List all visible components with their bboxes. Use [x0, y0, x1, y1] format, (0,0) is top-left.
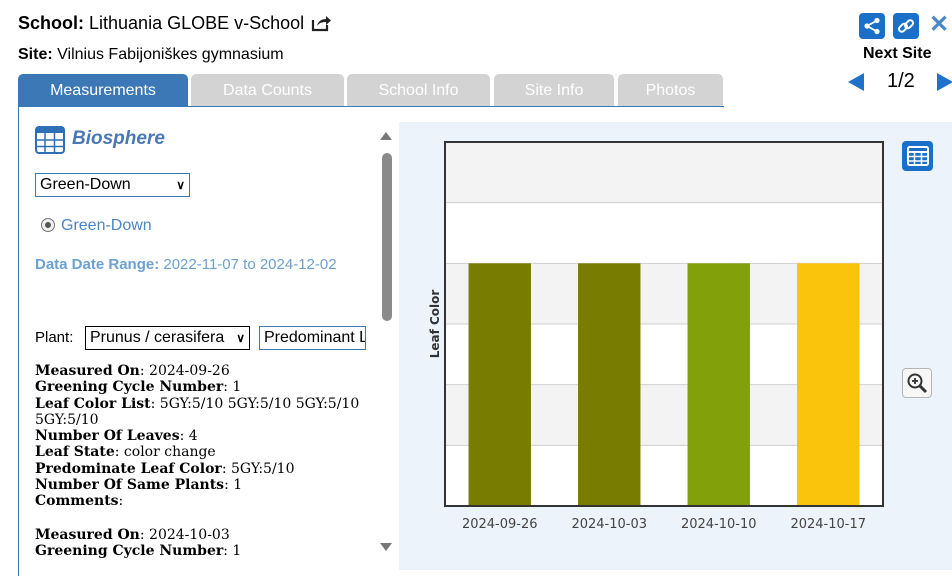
leaf-attribute-select[interactable]: Predominant Leaf Color∨	[259, 326, 366, 350]
x-tick-label: 2024-10-17	[790, 517, 866, 532]
table-view-button[interactable]	[902, 141, 933, 171]
measurement-field-key: Comments	[35, 493, 119, 510]
site-label: Site:	[18, 46, 53, 63]
measurement-field-value: 2024-10-03	[149, 527, 230, 543]
measurement-field-value: color change	[123, 444, 216, 461]
measurement-record: Measured On: 2024-10-03 Greening Cycle Nu…	[35, 527, 380, 560]
measurement-field: Leaf State: color change	[35, 444, 216, 461]
school-line: School: Lithuania GLOBE v-School	[18, 13, 332, 37]
leaf-select-value: Predominant Leaf Color	[264, 329, 365, 346]
chevron-down-icon: ∨	[236, 331, 245, 345]
site-line: Site: Vilnius Fabijoniškes gymnasium	[18, 46, 284, 64]
school-label: School:	[18, 13, 84, 33]
plant-label: Plant:	[35, 329, 74, 346]
measurement-field: Greening Cycle Number: 1	[35, 379, 242, 396]
measurement-field: Leaf Color List: 5GY:5/10 5GY:5/10 5GY:5…	[35, 395, 360, 428]
measurement-field-key: Greening Cycle Number	[35, 543, 224, 560]
radio-label[interactable]: Green-Down	[61, 217, 152, 234]
measurement-field-key: Number Of Same Plants	[35, 477, 225, 494]
measurement-field-key: Measured On	[35, 527, 140, 543]
date-range-label: Data Date Range:	[35, 256, 160, 273]
export-icon[interactable]	[310, 14, 332, 37]
x-tick-label: 2024-09-26	[462, 517, 538, 532]
measurement-field-key: Leaf State	[35, 444, 115, 461]
radio-button[interactable]	[41, 218, 55, 232]
bar-chart: 2024-09-26 2024-10-03 2024-10-10 2024-10-17…	[428, 141, 884, 532]
measurement-select-value: Green-Down	[40, 176, 131, 193]
tab-school-info[interactable]: School Info	[347, 74, 490, 107]
table-icon	[35, 126, 65, 159]
measurement-field-value: 1	[232, 543, 242, 560]
tab-data-counts[interactable]: Data Counts	[191, 74, 344, 107]
content-frame	[18, 106, 952, 576]
close-icon[interactable]: ✕	[929, 11, 950, 38]
measurement-field: Comments:	[35, 493, 124, 510]
chart-bar	[797, 263, 860, 506]
measurement-field-value: 4	[188, 428, 198, 445]
measurement-field: Number Of Leaves: 4	[35, 428, 198, 445]
plant-select[interactable]: Prunus / cerasifera ∨	[85, 326, 250, 350]
scrollbar-thumb[interactable]	[382, 153, 392, 321]
share-icon	[864, 17, 880, 35]
y-axis-label: Leaf Color	[428, 290, 442, 359]
chevron-down-icon: ∨	[176, 178, 185, 192]
tab-bar-divider	[18, 106, 724, 107]
measurement-field-value: 1	[233, 477, 243, 494]
link-button[interactable]	[893, 13, 919, 39]
grid-band	[445, 142, 883, 203]
measurement-field: Measured On: 2024-10-03	[35, 527, 230, 543]
measurement-field: Predominate Leaf Color: 5GY:5/10	[35, 460, 295, 477]
page-indicator: 1/2	[887, 70, 915, 92]
share-button[interactable]	[859, 13, 885, 39]
section-title: Biosphere	[72, 128, 165, 149]
measurement-field-key: Predominate Leaf Color	[35, 460, 222, 477]
tab-photos[interactable]: Photos	[618, 74, 723, 107]
chart-bar	[578, 263, 641, 506]
plot-frame	[444, 141, 884, 507]
x-tick-label: 2024-10-10	[681, 517, 757, 532]
measurement-field-value: 5GY:5/10	[230, 460, 295, 477]
zoom-in-button[interactable]	[902, 368, 932, 398]
measurement-field-value: 2024-09-26	[149, 363, 230, 379]
measurement-field: Greening Cycle Number: 1	[35, 543, 242, 560]
next-site-arrow-icon[interactable]	[937, 73, 952, 91]
measurement-field-key: Measured On	[35, 363, 140, 379]
measurement-field-key: Greening Cycle Number	[35, 379, 224, 396]
link-icon	[898, 19, 915, 33]
plant-select-value: Prunus / cerasifera	[90, 329, 225, 346]
measurement-select[interactable]: Green-Down ∨	[35, 173, 190, 197]
measurement-field-key: Number Of Leaves	[35, 428, 180, 445]
chart-bar	[687, 263, 750, 506]
tab-site-info[interactable]: Site Info	[494, 74, 614, 107]
tab-measurements[interactable]: Measurements	[18, 74, 188, 107]
chart-bar	[468, 263, 531, 506]
measurement-field: Measured On: 2024-09-26	[35, 363, 230, 379]
chart-panel: 2024-09-26 2024-10-03 2024-10-10 2024-10-17…	[399, 122, 952, 570]
site-name: Vilnius Fabijoniškes gymnasium	[57, 46, 284, 63]
scroll-up-arrow-icon[interactable]	[380, 132, 392, 140]
zoom-in-icon	[907, 373, 928, 394]
x-tick-label: 2024-10-03	[571, 517, 647, 532]
measurement-record: Measured On: 2024-09-26 Greening Cycle Nu…	[35, 363, 380, 510]
measurement-field-key: Leaf Color List	[35, 395, 151, 412]
scroll-down-arrow-icon[interactable]	[380, 543, 392, 551]
measurement-field: Number Of Same Plants: 1	[35, 477, 243, 494]
table-icon	[906, 146, 929, 166]
date-range: Data Date Range: 2022-11-07 to 2024-12-0…	[35, 252, 380, 278]
date-range-value: 2022-11-07 to 2024-12-02	[163, 256, 337, 273]
measurement-field-value: 5GY:5/10 5GY:5/10 5GY:5/10 5GY:5/10	[35, 395, 360, 428]
prev-site-arrow-icon[interactable]	[848, 73, 864, 91]
next-site-label: Next Site	[863, 45, 932, 62]
school-name: Lithuania GLOBE v-School	[89, 13, 305, 33]
measurement-field-value: 1	[232, 379, 242, 396]
